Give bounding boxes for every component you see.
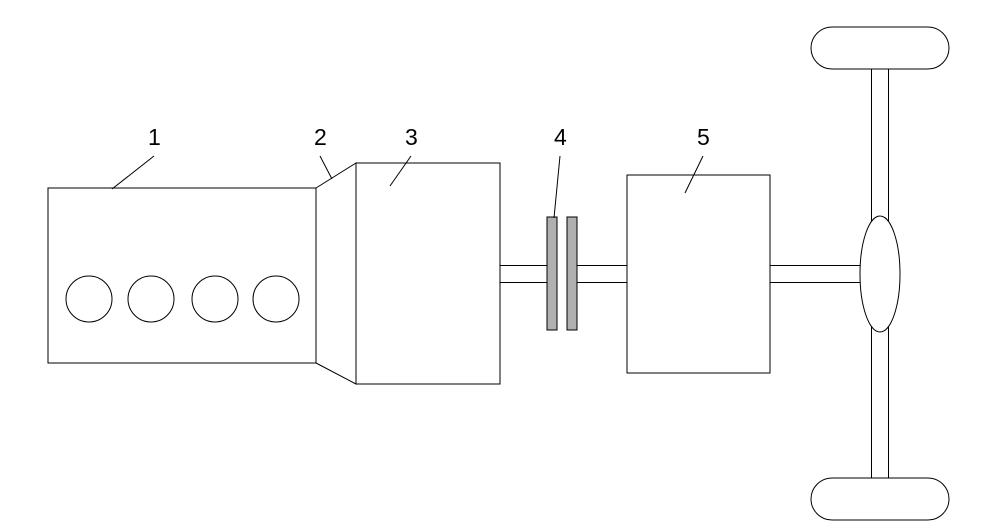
label-1-lead <box>112 156 154 189</box>
differential <box>860 216 900 332</box>
engine-cylinder-3 <box>192 276 238 322</box>
label-3-lead <box>390 156 411 186</box>
label-5: 5 <box>697 124 710 150</box>
label-2: 2 <box>314 124 327 150</box>
wheel-lower <box>811 478 949 520</box>
shaft-clutch-box5 <box>577 266 627 283</box>
label-3: 3 <box>405 124 418 150</box>
shaft-gearbox-clutch <box>500 266 547 283</box>
box5 <box>627 175 770 373</box>
clutch-plate-right <box>567 217 577 330</box>
engine-cylinder-1 <box>66 276 112 322</box>
wheel-upper <box>811 27 949 69</box>
engine-block <box>48 188 316 363</box>
gearbox <box>356 163 500 384</box>
clutch-plate-left <box>547 217 557 330</box>
label-4-lead <box>554 156 560 218</box>
shaft-output <box>770 266 874 283</box>
engine-cylinder-4 <box>253 276 299 322</box>
label-2-lead <box>320 156 332 179</box>
engine-cylinder-2 <box>128 276 174 322</box>
bellhousing <box>316 163 356 384</box>
label-1: 1 <box>148 124 161 150</box>
label-4: 4 <box>554 124 567 150</box>
